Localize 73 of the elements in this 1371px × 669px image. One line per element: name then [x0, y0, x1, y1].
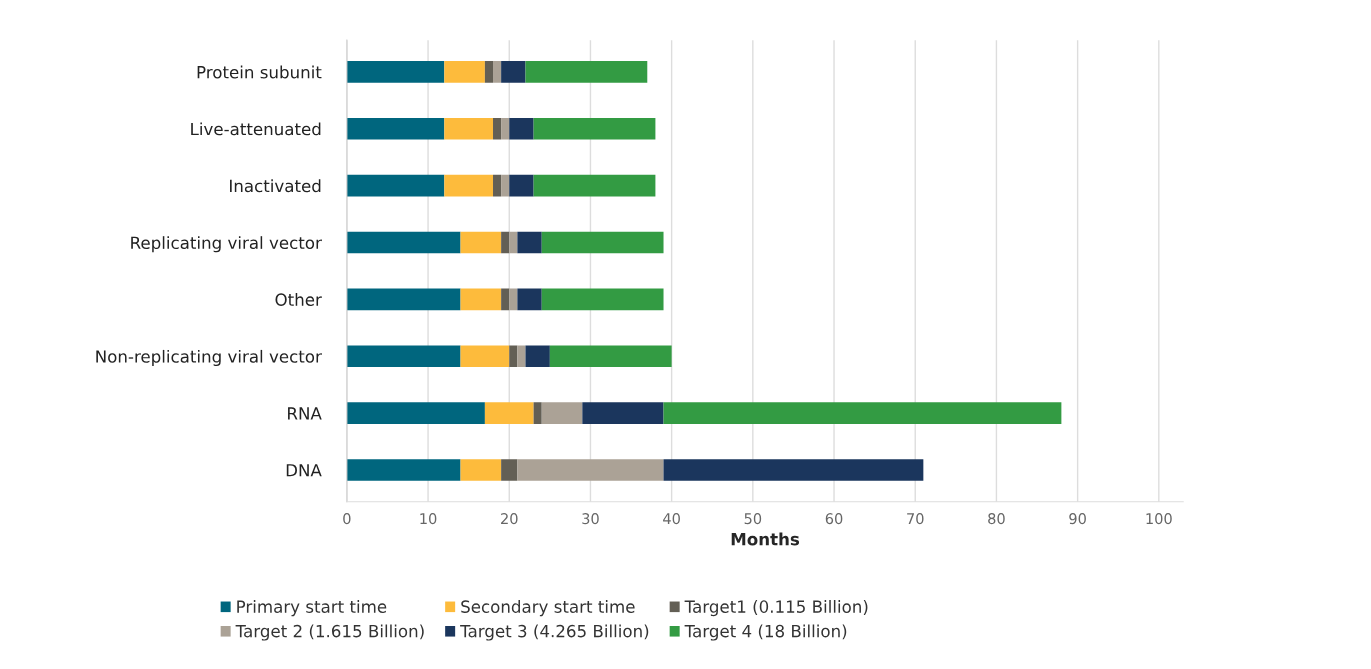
y-tick-label: RNA: [288, 407, 322, 420]
legend-label: Target 3 (4.265 Billion): [460, 624, 649, 641]
bar: [541, 288, 664, 311]
legend-label: Target 4 (18 Billion): [684, 624, 847, 641]
x-tick-label: 50: [744, 513, 762, 525]
bar: [444, 174, 494, 197]
bar: [509, 174, 534, 197]
bar: [509, 288, 518, 311]
x-tick-label: 60: [825, 513, 843, 525]
bar: [501, 288, 510, 311]
bar: [493, 117, 502, 140]
bar: [541, 231, 664, 254]
bar: [444, 117, 494, 140]
bar: [541, 402, 583, 424]
y-tick-label: Replicating viral vector: [131, 236, 322, 253]
bar: [346, 402, 485, 424]
x-tick-label: 20: [501, 513, 518, 525]
x-tick-label: 0: [343, 513, 351, 525]
bar: [460, 288, 502, 311]
legend-label: Target1 (0.115 Billion): [684, 600, 868, 617]
bar: [346, 231, 461, 254]
y-tick-label: DNA: [286, 464, 322, 477]
y-tick-label: Live-attenuated: [191, 122, 321, 136]
legend-label: Secondary start time: [461, 600, 635, 617]
y-tick-label: Non-replicating viral vector: [96, 349, 322, 367]
x-tick-label: 70: [907, 513, 924, 525]
bar: [663, 459, 924, 481]
legend-label: Primary start time: [237, 600, 387, 617]
bar: [444, 61, 485, 83]
bar: [517, 459, 664, 481]
bar: [517, 231, 542, 254]
bar: [525, 61, 648, 83]
legend-label: Target 2 (1.615 Billion): [235, 624, 424, 641]
bar: [501, 231, 510, 254]
bar: [517, 288, 542, 311]
x-tick-label: 10: [420, 513, 437, 525]
bar: [346, 117, 445, 140]
x-tick-label: 100: [1146, 513, 1172, 525]
bar: [501, 61, 526, 83]
bar: [460, 459, 502, 481]
x-tick-label: 30: [582, 513, 599, 525]
bar: [509, 231, 518, 254]
bar: [501, 117, 510, 140]
x-tick-label: 80: [988, 513, 1005, 525]
bar: [533, 402, 542, 424]
bar: [346, 288, 461, 311]
y-tick-label: Protein subunit: [197, 65, 322, 79]
bar: [517, 345, 526, 368]
bar: [484, 402, 534, 424]
bar: [346, 61, 445, 83]
bar: [663, 402, 1062, 424]
bar: [501, 459, 518, 481]
bar: [460, 345, 510, 368]
x-tick-label: 90: [1069, 513, 1086, 525]
bar: [460, 231, 502, 254]
bar: [525, 345, 550, 368]
y-tick-label: Other: [275, 293, 322, 306]
bar: [509, 117, 534, 140]
bar: [582, 402, 664, 424]
bar: [501, 174, 510, 197]
x-tick-label: 40: [663, 513, 680, 525]
bar: [346, 174, 445, 197]
bar: [493, 61, 502, 83]
x-axis-title: Months: [731, 532, 800, 546]
bar: [493, 174, 502, 197]
bar: [346, 459, 461, 481]
bar: [346, 345, 461, 368]
bar: [549, 345, 672, 368]
bar: [533, 117, 656, 140]
bar: [533, 174, 656, 197]
bar: [484, 61, 494, 83]
y-tick-label: Inactivated: [230, 179, 321, 193]
bar: [509, 345, 518, 368]
